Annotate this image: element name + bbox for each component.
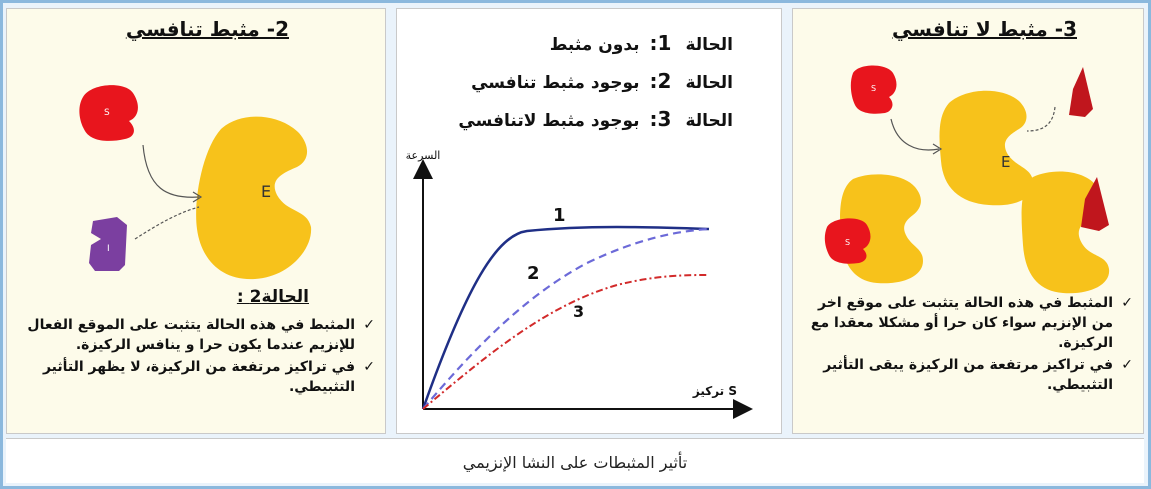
competitive-inhibitor-panel: 2- مثبط تنافسي E S I الحالة2 : ✓ المثبط ف… bbox=[6, 8, 386, 434]
substrate-arrowhead bbox=[932, 143, 943, 155]
rate-graph-panel: الحالة1:بدون مثبط الحالة2:بوجود مثبط تنا… bbox=[396, 8, 782, 434]
substrate-shape-top bbox=[850, 65, 897, 114]
competitive-bullets: ✓ المثبط في هذه الحالة يتثبت على الموقع ا… bbox=[13, 315, 377, 399]
substrate-arrow bbox=[142, 144, 200, 198]
noncompetitive-inhibitor-panel: 3- مثبط لا تنافسي E S S ✓ المثبط في هذه ا… bbox=[792, 8, 1144, 434]
substrate-shape-bottom bbox=[824, 218, 871, 264]
case-2-line: الحالة2:بوجود مثبط تنافسي bbox=[471, 69, 733, 93]
inhibitor-arrow bbox=[134, 206, 200, 240]
noncompetitive-bullet-1: ✓ المثبط في هذه الحالة يتثبت على موقع اخر… bbox=[810, 295, 1133, 351]
curve-1-label: 1 bbox=[553, 205, 566, 226]
curve-1 bbox=[421, 225, 710, 410]
rate-graph: السرعة تركيز S 1 2 3 bbox=[406, 149, 753, 419]
caption-bar: تأثير المثبطات على النشا الإنزيمي bbox=[6, 438, 1144, 483]
case-1-line: الحالة1:بدون مثبط bbox=[549, 31, 733, 55]
check-icon: ✓ bbox=[1121, 357, 1133, 373]
curve-2-label: 2 bbox=[527, 263, 540, 284]
check-icon: ✓ bbox=[363, 359, 375, 375]
noncompetitive-inhibitor-shape-bottom bbox=[1081, 177, 1109, 231]
case-3-line: الحالة3:بوجود مثبط لاتنافسي bbox=[458, 107, 733, 131]
competitive-bullet-2: ✓ في تراكيز مرتفعة من الركيزة، لا يظهر ال… bbox=[42, 359, 375, 395]
enzyme-label: E bbox=[261, 182, 271, 201]
inhibitor-label: I bbox=[107, 244, 110, 254]
enzyme-shape bbox=[196, 116, 312, 280]
inhibitor-arrow bbox=[1026, 106, 1056, 132]
curve-3-label: 3 bbox=[573, 302, 584, 321]
noncompetitive-bullet-2: ✓ في تراكيز مرتفعة من الركيزة يبقى التأثي… bbox=[823, 357, 1133, 393]
competitive-inhibitor-shape bbox=[89, 217, 127, 271]
competitive-bullet-1: ✓ المثبط في هذه الحالة يتثبت على الموقع ا… bbox=[27, 317, 375, 353]
enzyme-label: E bbox=[1001, 153, 1010, 171]
substrate-label: S bbox=[104, 108, 110, 118]
noncompetitive-title: 3- مثبط لا تنافسي bbox=[892, 17, 1077, 41]
substrate-arrowhead bbox=[192, 191, 203, 203]
competitive-title: 2- مثبط تنافسي bbox=[125, 17, 289, 41]
substrate-label: S bbox=[845, 238, 850, 247]
competitive-case-header: الحالة2 : bbox=[236, 287, 309, 307]
substrate-shape bbox=[79, 85, 138, 141]
substrate-arrow bbox=[890, 118, 940, 151]
figure-caption: تأثير المثبطات على النشا الإنزيمي bbox=[462, 453, 688, 472]
check-icon: ✓ bbox=[1121, 295, 1133, 311]
y-axis-label: السرعة bbox=[406, 149, 441, 162]
x-axis-label: تركيز S bbox=[692, 384, 737, 398]
noncompetitive-illustration: E S S bbox=[824, 65, 1110, 294]
competitive-illustration: E S I bbox=[79, 85, 312, 280]
noncompetitive-inhibitor-shape-top bbox=[1069, 67, 1093, 117]
curve-3 bbox=[422, 274, 710, 410]
substrate-label: S bbox=[871, 84, 876, 93]
enzyme-shape-top bbox=[939, 90, 1034, 206]
curve-2 bbox=[422, 227, 710, 410]
check-icon: ✓ bbox=[363, 317, 375, 333]
noncompetitive-bullets: ✓ المثبط في هذه الحالة يتثبت على موقع اخر… bbox=[799, 293, 1135, 397]
